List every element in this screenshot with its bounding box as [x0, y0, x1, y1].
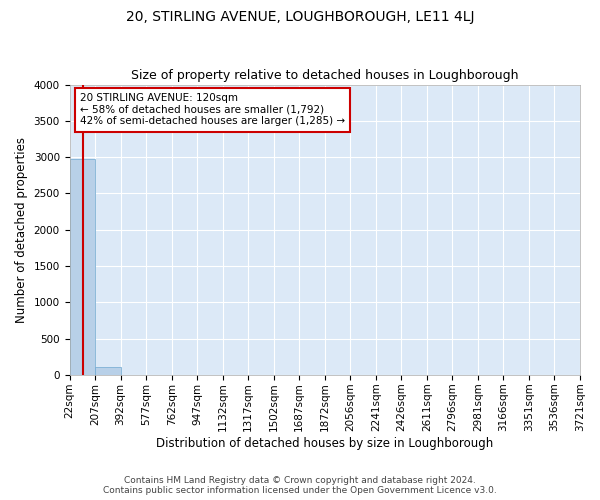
Text: Contains HM Land Registry data © Crown copyright and database right 2024.
Contai: Contains HM Land Registry data © Crown c…	[103, 476, 497, 495]
Y-axis label: Number of detached properties: Number of detached properties	[15, 137, 28, 323]
Title: Size of property relative to detached houses in Loughborough: Size of property relative to detached ho…	[131, 69, 518, 82]
X-axis label: Distribution of detached houses by size in Loughborough: Distribution of detached houses by size …	[156, 437, 493, 450]
Text: 20 STIRLING AVENUE: 120sqm
← 58% of detached houses are smaller (1,792)
42% of s: 20 STIRLING AVENUE: 120sqm ← 58% of deta…	[80, 94, 345, 126]
Text: 20, STIRLING AVENUE, LOUGHBOROUGH, LE11 4LJ: 20, STIRLING AVENUE, LOUGHBOROUGH, LE11 …	[126, 10, 474, 24]
Bar	[95, 368, 121, 375]
Bar	[70, 158, 95, 375]
